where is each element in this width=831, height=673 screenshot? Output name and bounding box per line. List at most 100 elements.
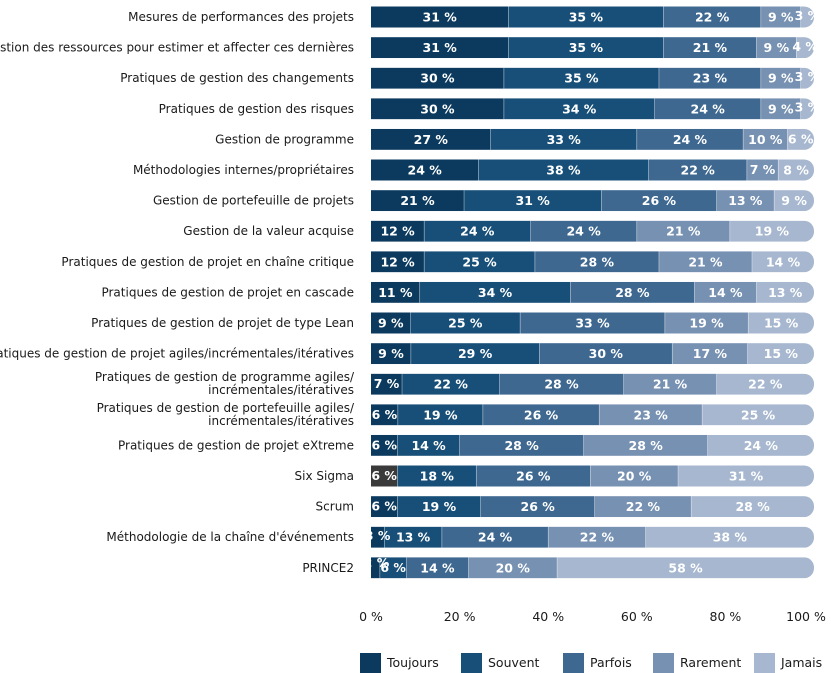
bar-segment <box>590 465 679 487</box>
bar-segment <box>530 220 637 242</box>
bar-segment <box>623 373 717 395</box>
category-label: Pratiques de gestion de projet agiles/in… <box>0 347 354 361</box>
bar-segment <box>694 281 757 303</box>
data-label: 21 % <box>688 254 723 269</box>
bar-segment <box>800 98 814 120</box>
bar-segment <box>397 404 483 426</box>
data-label: 6 % <box>372 437 398 452</box>
bar-segment <box>520 312 665 334</box>
data-label: 38 % <box>546 163 581 178</box>
legend-label: Toujours <box>386 655 439 670</box>
category-label: Méthodologies internes/propriétaires <box>133 163 354 177</box>
data-label: 11 % <box>378 285 413 300</box>
bar-segment <box>601 190 717 212</box>
bar-segment <box>371 526 385 548</box>
data-label: 26 % <box>524 407 559 422</box>
bar-segment <box>599 404 703 426</box>
bar-segment <box>480 496 595 518</box>
bar-segment <box>371 251 425 273</box>
bar-segment <box>424 220 531 242</box>
bar-segment <box>508 37 664 59</box>
data-label: 13 % <box>728 193 763 208</box>
data-label: 3 % <box>795 8 821 23</box>
bar-segment <box>371 496 398 518</box>
bar-segment <box>371 37 509 59</box>
data-label: 3 % <box>795 69 821 84</box>
bar-segment <box>539 343 673 365</box>
bar-segment <box>503 98 655 120</box>
data-label: 12 % <box>380 224 415 239</box>
data-label: 24 % <box>478 530 513 545</box>
bar-segment <box>678 465 814 487</box>
data-label: 6 % <box>372 407 398 422</box>
bar-group <box>371 434 814 456</box>
bar-segment <box>645 526 814 548</box>
data-label: 20 % <box>496 560 531 575</box>
legend-swatch <box>360 653 381 673</box>
bar-segment <box>402 373 500 395</box>
category-label: PRINCE2 <box>302 561 354 575</box>
bar-segment <box>371 465 398 487</box>
data-label: 28 % <box>735 499 770 514</box>
category-label: Pratiques de gestion des risques <box>159 102 354 116</box>
data-label: 6 % <box>380 560 406 575</box>
bar-segment <box>654 98 761 120</box>
data-label: 21 % <box>666 224 701 239</box>
legend-label: Jamais <box>780 655 822 670</box>
bar-segment <box>371 434 398 456</box>
legend-swatch <box>754 653 775 673</box>
bar-segment <box>499 373 624 395</box>
bar-group <box>371 159 814 181</box>
data-label: 24 % <box>673 132 708 147</box>
data-label: 38 % <box>713 530 748 545</box>
legend-label: Souvent <box>488 655 540 670</box>
category-label: Pratiques de gestion de projet de type L… <box>91 316 354 330</box>
data-label: 22 % <box>626 499 661 514</box>
bar-group <box>371 251 814 273</box>
data-label: 35 % <box>569 10 604 25</box>
bar-segment <box>384 526 442 548</box>
x-tick-label: 40 % <box>532 609 564 624</box>
data-label: 2 % <box>364 555 390 570</box>
data-label: 30 % <box>589 346 624 361</box>
data-label: 24 % <box>408 163 443 178</box>
bar-segment <box>508 6 664 28</box>
data-label: 58 % <box>668 560 703 575</box>
x-tick-label: 60 % <box>621 609 653 624</box>
bar-segment <box>760 98 801 120</box>
bar-group <box>371 557 814 579</box>
bar-segment <box>743 128 788 150</box>
category-label: Gestion de la valeur acquise <box>183 224 354 238</box>
data-label: 27 % <box>414 132 449 147</box>
data-label: 9 % <box>768 71 794 86</box>
data-label: 25 % <box>741 407 776 422</box>
bar-group <box>371 404 814 426</box>
data-label: 22 % <box>695 10 730 25</box>
bar-segment <box>760 6 801 28</box>
category-label: Pratiques de gestion de programme agiles… <box>95 370 355 397</box>
data-label: 24 % <box>566 224 601 239</box>
data-label: 18 % <box>420 469 455 484</box>
bar-segment <box>800 6 814 28</box>
category-label: Pratiques de gestion de portefeuille agi… <box>97 401 355 428</box>
data-label: 22 % <box>748 377 783 392</box>
bar-segment <box>663 37 757 59</box>
data-label: 3 % <box>365 528 391 543</box>
data-label: 14 % <box>708 285 743 300</box>
data-label: 31 % <box>729 469 764 484</box>
bar-group <box>371 526 814 548</box>
bar-segment <box>746 159 779 181</box>
category-label: Pratiques de gestion de projet en chaîne… <box>61 255 354 269</box>
bar-group <box>371 496 814 518</box>
category-label: Six Sigma <box>295 469 354 483</box>
category-label: Gestion de portefeuille de projets <box>153 194 354 208</box>
bar-segment <box>410 343 540 365</box>
data-label: 6 % <box>371 499 397 514</box>
bar-group <box>371 190 814 212</box>
bar-segment <box>406 557 469 579</box>
bar-segment <box>371 557 380 579</box>
legend-label: Parfois <box>590 655 632 670</box>
bar-segment <box>482 404 600 426</box>
data-label: 22 % <box>580 530 615 545</box>
data-label: 24 % <box>691 101 726 116</box>
